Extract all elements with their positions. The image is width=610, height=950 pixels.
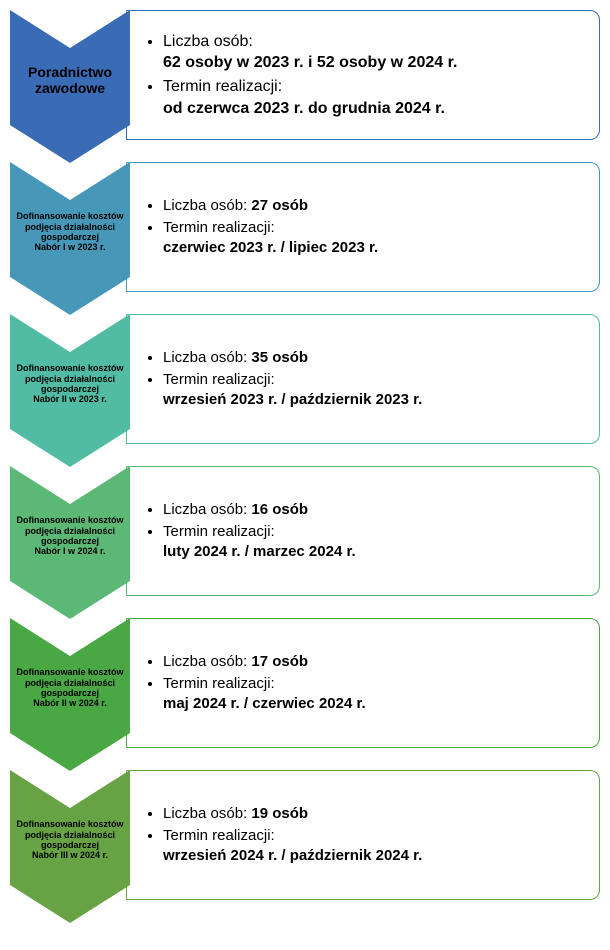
bullet-label: Termin realizacji: bbox=[163, 827, 275, 844]
chevron-title: Dofinansowanie kosztów podjęcia działaln… bbox=[10, 515, 130, 556]
chevron: Dofinansowanie kosztów podjęcia działaln… bbox=[10, 466, 130, 596]
diagram-row: Dofinansowanie kosztów podjęcia działaln… bbox=[10, 618, 600, 748]
bullet-item: Termin realizacji: wrzesień 2024 r. / paź… bbox=[163, 826, 422, 867]
bullet-label: Liczba osób: bbox=[163, 805, 247, 822]
bullet-list: Liczba osób: 16 osób Termin realizacji: lu… bbox=[145, 498, 356, 565]
bullet-value: 16 osób bbox=[251, 501, 308, 518]
content-box: Liczba osób: 19 osób Termin realizacji: wr… bbox=[126, 770, 600, 900]
bullet-value: 27 osób bbox=[251, 197, 308, 214]
content-box: Liczba osób: 62 osoby w 2023 r. i 52 osob… bbox=[126, 10, 600, 140]
bullet-item: Liczba osób: 17 osób bbox=[163, 652, 366, 672]
bullet-item: Termin realizacji: od czerwca 2023 r. do … bbox=[163, 76, 457, 119]
bullet-value: czerwiec 2023 r. / lipiec 2023 r. bbox=[163, 239, 378, 256]
bullet-value: maj 2024 r. / czerwiec 2024 r. bbox=[163, 695, 366, 712]
bullet-label: Liczba osób: bbox=[163, 501, 247, 518]
chevron-title: Dofinansowanie kosztów podjęcia działaln… bbox=[10, 363, 130, 404]
bullet-item: Termin realizacji: maj 2024 r. / czerwiec… bbox=[163, 674, 366, 715]
chevron: Dofinansowanie kosztów podjęcia działaln… bbox=[10, 618, 130, 748]
chevron-title: Dofinansowanie kosztów podjęcia działaln… bbox=[10, 211, 130, 252]
bullet-item: Liczba osób: 19 osób bbox=[163, 804, 422, 824]
bullet-value: wrzesień 2023 r. / październik 2023 r. bbox=[163, 391, 422, 408]
bullet-list: Liczba osób: 19 osób Termin realizacji: wr… bbox=[145, 802, 422, 869]
bullet-label: Liczba osób: bbox=[163, 349, 247, 366]
bullet-label: Liczba osób: bbox=[163, 197, 247, 214]
diagram-row: Poradnictwo zawodowe Liczba osób: 62 osoby… bbox=[10, 10, 600, 140]
chevron: Dofinansowanie kosztów podjęcia działaln… bbox=[10, 162, 130, 292]
bullet-label: Termin realizacji: bbox=[163, 675, 275, 692]
bullet-label: Termin realizacji: bbox=[163, 371, 275, 388]
content-box: Liczba osób: 27 osób Termin realizacji: cz… bbox=[126, 162, 600, 292]
bullet-label: Liczba osób: bbox=[163, 653, 247, 670]
diagram-row: Dofinansowanie kosztów podjęcia działaln… bbox=[10, 770, 600, 900]
content-box: Liczba osób: 17 osób Termin realizacji: ma… bbox=[126, 618, 600, 748]
content-box: Liczba osób: 16 osób Termin realizacji: lu… bbox=[126, 466, 600, 596]
bullet-value: 62 osoby w 2023 r. i 52 osoby w 2024 r. bbox=[163, 54, 457, 71]
bullet-item: Liczba osób: 27 osób bbox=[163, 196, 378, 216]
chevron: Dofinansowanie kosztów podjęcia działaln… bbox=[10, 770, 130, 900]
bullet-item: Liczba osób: 62 osoby w 2023 r. i 52 osob… bbox=[163, 31, 457, 74]
bullet-value: luty 2024 r. / marzec 2024 r. bbox=[163, 543, 356, 560]
bullet-label: Liczba osób: bbox=[163, 33, 253, 50]
bullet-item: Termin realizacji: wrzesień 2023 r. / paź… bbox=[163, 370, 422, 411]
diagram-row: Dofinansowanie kosztów podjęcia działaln… bbox=[10, 162, 600, 292]
bullet-value: od czerwca 2023 r. do grudnia 2024 r. bbox=[163, 100, 445, 117]
bullet-label: Termin realizacji: bbox=[163, 219, 275, 236]
bullet-value: 35 osób bbox=[251, 349, 308, 366]
diagram-row: Dofinansowanie kosztów podjęcia działaln… bbox=[10, 314, 600, 444]
bullet-list: Liczba osób: 35 osób Termin realizacji: wr… bbox=[145, 346, 422, 413]
bullet-label: Termin realizacji: bbox=[163, 523, 275, 540]
chevron: Dofinansowanie kosztów podjęcia działaln… bbox=[10, 314, 130, 444]
bullet-item: Liczba osób: 16 osób bbox=[163, 500, 356, 520]
diagram-container: Poradnictwo zawodowe Liczba osób: 62 osoby… bbox=[10, 10, 600, 900]
bullet-value: 19 osób bbox=[251, 805, 308, 822]
chevron: Poradnictwo zawodowe bbox=[10, 10, 130, 140]
bullet-label: Termin realizacji: bbox=[163, 78, 282, 95]
bullet-item: Termin realizacji: luty 2024 r. / marzec … bbox=[163, 522, 356, 563]
diagram-row: Dofinansowanie kosztów podjęcia działaln… bbox=[10, 466, 600, 596]
bullet-list: Liczba osób: 27 osób Termin realizacji: cz… bbox=[145, 194, 378, 261]
content-box: Liczba osób: 35 osób Termin realizacji: wr… bbox=[126, 314, 600, 444]
bullet-value: wrzesień 2024 r. / październik 2024 r. bbox=[163, 847, 422, 864]
bullet-item: Liczba osób: 35 osób bbox=[163, 348, 422, 368]
bullet-list: Liczba osób: 62 osoby w 2023 r. i 52 osob… bbox=[145, 29, 457, 121]
chevron-title: Poradnictwo zawodowe bbox=[10, 64, 130, 96]
chevron-title: Dofinansowanie kosztów podjęcia działaln… bbox=[10, 819, 130, 860]
bullet-value: 17 osób bbox=[251, 653, 308, 670]
chevron-title: Dofinansowanie kosztów podjęcia działaln… bbox=[10, 667, 130, 708]
bullet-list: Liczba osób: 17 osób Termin realizacji: ma… bbox=[145, 650, 366, 717]
bullet-item: Termin realizacji: czerwiec 2023 r. / lip… bbox=[163, 218, 378, 259]
